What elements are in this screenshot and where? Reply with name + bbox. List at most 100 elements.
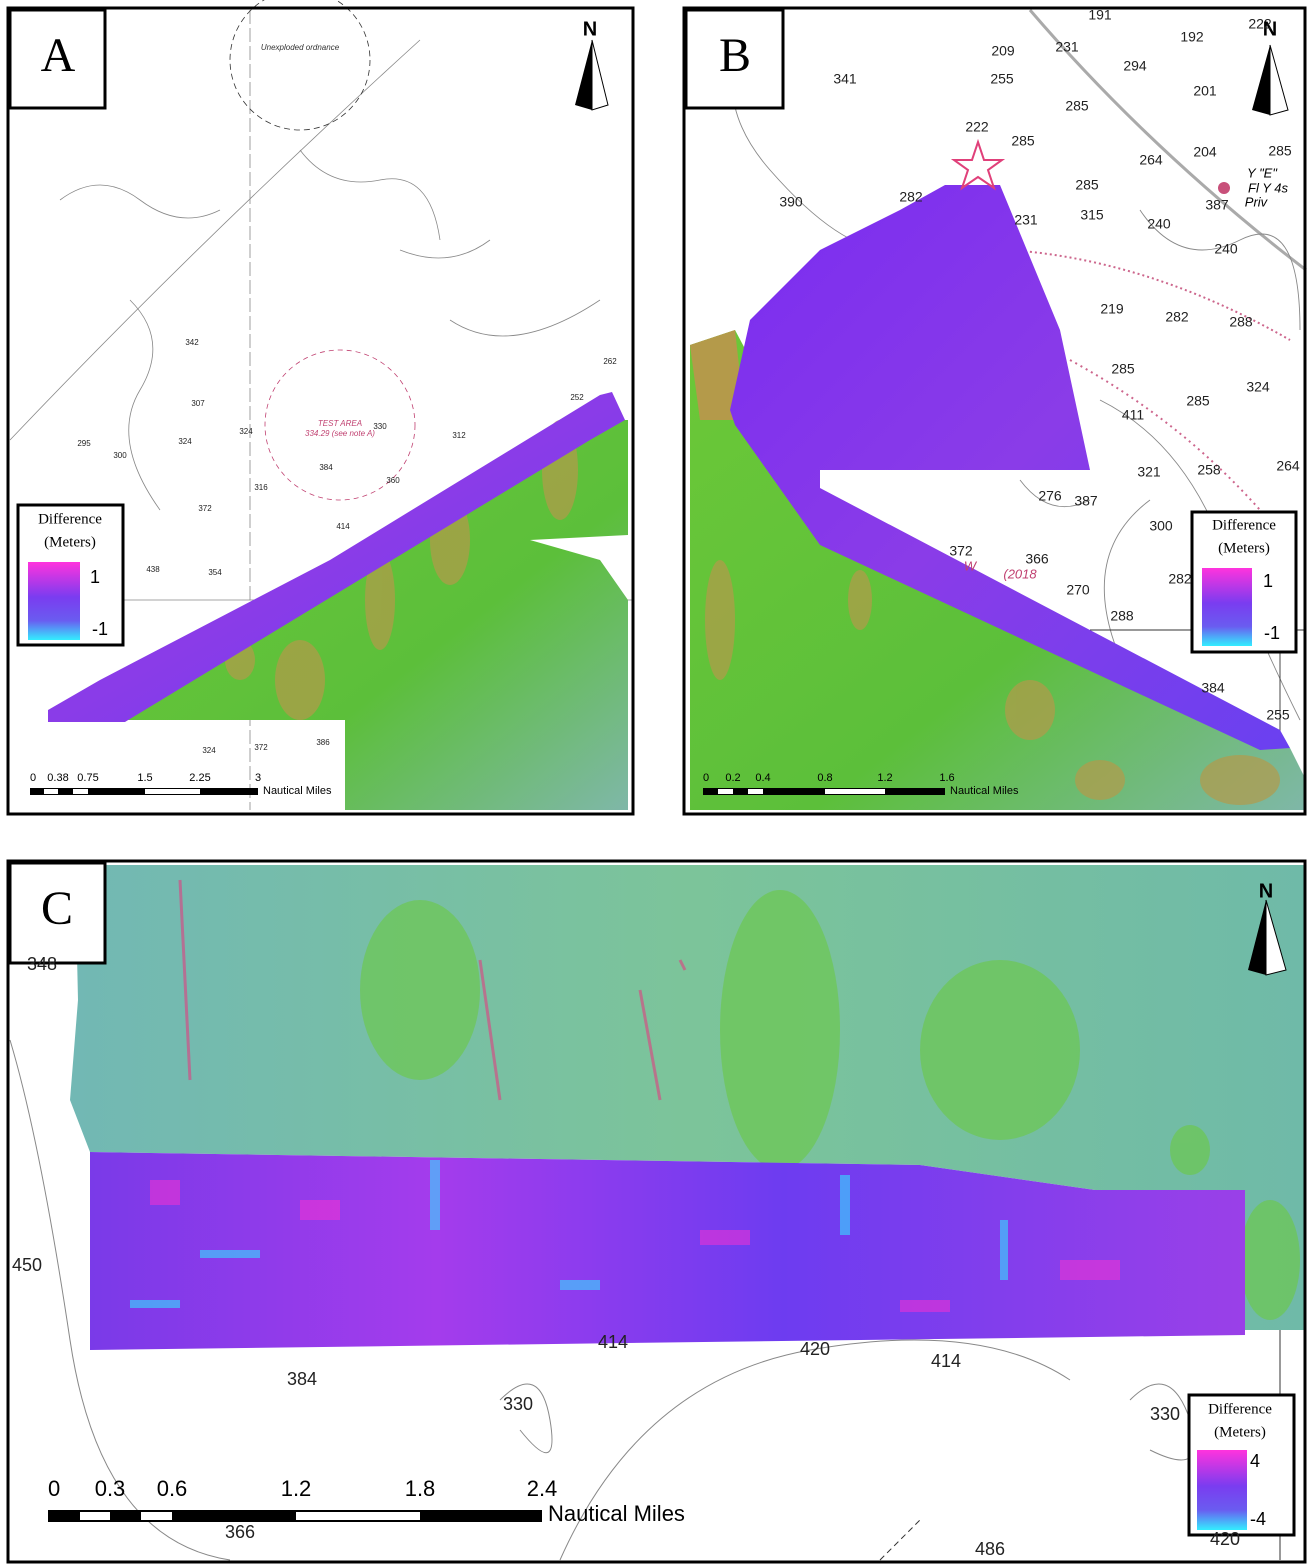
scale-tick-label: 3 bbox=[255, 772, 261, 784]
sounding: 486 bbox=[975, 1539, 1005, 1559]
legend-units: (Meters) bbox=[1218, 540, 1270, 556]
sounding: 414 bbox=[336, 522, 350, 531]
sounding: 285 bbox=[1065, 98, 1089, 114]
sounding: 348 bbox=[27, 954, 57, 974]
scale-tick-label: 2.25 bbox=[189, 772, 210, 784]
chart-annotation: TEST AREA bbox=[318, 419, 362, 428]
sounding: 366 bbox=[225, 1522, 255, 1542]
sounding: 285 bbox=[1075, 177, 1099, 193]
legend-max: 4 bbox=[1250, 1451, 1260, 1471]
sounding: 414 bbox=[931, 1351, 961, 1371]
sounding: 324 bbox=[239, 427, 253, 436]
panel-label: C bbox=[41, 882, 73, 935]
scale-tick-label: 1.5 bbox=[137, 772, 152, 784]
sounding: 342 bbox=[185, 338, 199, 347]
legend-min: -1 bbox=[92, 619, 108, 639]
sounding: 438 bbox=[146, 565, 160, 574]
sounding: 255 bbox=[1266, 707, 1290, 723]
sounding: 307 bbox=[191, 399, 205, 408]
north-label: N bbox=[1259, 880, 1273, 902]
sounding: 386 bbox=[316, 738, 330, 747]
sounding: 450 bbox=[12, 1255, 42, 1275]
sounding: 384 bbox=[287, 1369, 317, 1389]
chart-annotation: Priv bbox=[1245, 194, 1269, 209]
sounding: 282 bbox=[899, 189, 923, 205]
scale-tick-label: 0.38 bbox=[47, 772, 68, 784]
scale-tick-label: 1.6 bbox=[939, 772, 954, 784]
sounding: 285 bbox=[1186, 393, 1210, 409]
sounding: 316 bbox=[254, 483, 268, 492]
sounding: 330 bbox=[373, 422, 387, 431]
scale-unit: Nautical Miles bbox=[548, 1501, 685, 1526]
sounding: 372 bbox=[198, 504, 212, 513]
legend-title: Difference bbox=[1212, 517, 1276, 533]
sounding: 387 bbox=[1074, 493, 1098, 509]
sounding: 219 bbox=[1100, 301, 1124, 317]
scale-tick-label: 0.75 bbox=[77, 772, 98, 784]
sounding: 231 bbox=[1014, 212, 1038, 228]
scale-tick-label: 0.3 bbox=[95, 1476, 126, 1501]
sounding: 321 bbox=[1137, 464, 1161, 480]
chart-annotation: W bbox=[964, 558, 978, 573]
sounding: 255 bbox=[990, 71, 1014, 87]
scale-unit: Nautical Miles bbox=[950, 785, 1019, 797]
north-label: N bbox=[583, 18, 597, 40]
sounding: 191 bbox=[1088, 7, 1112, 23]
sounding: 288 bbox=[1229, 314, 1253, 330]
sounding: 390 bbox=[779, 194, 803, 210]
scale-tick-label: 0.4 bbox=[755, 772, 770, 784]
sounding: 264 bbox=[1276, 458, 1300, 474]
sounding: 420 bbox=[800, 1339, 830, 1359]
sounding: 324 bbox=[1246, 379, 1270, 395]
sounding: 312 bbox=[452, 431, 466, 440]
chart-annotation: 334.29 (see note A) bbox=[305, 429, 375, 438]
scale-unit: Nautical Miles bbox=[263, 785, 332, 797]
sounding: 192 bbox=[1180, 29, 1204, 45]
legend-title: Difference bbox=[1208, 1401, 1272, 1417]
scale-tick-label: 2.4 bbox=[527, 1476, 558, 1501]
sounding: 282 bbox=[1165, 309, 1189, 325]
sounding: 258 bbox=[1197, 462, 1221, 478]
legend-units: (Meters) bbox=[1214, 1424, 1266, 1440]
scale-tick-label: 1.8 bbox=[405, 1476, 436, 1501]
sounding: 354 bbox=[208, 568, 222, 577]
sounding: 330 bbox=[1150, 1404, 1180, 1424]
sounding: 411 bbox=[1122, 407, 1145, 423]
sounding: 384 bbox=[319, 463, 333, 472]
sounding: 420 bbox=[1210, 1529, 1240, 1549]
sounding: 231 bbox=[1055, 39, 1079, 55]
sounding: 262 bbox=[603, 357, 617, 366]
sounding: 295 bbox=[77, 439, 91, 448]
sounding: 372 bbox=[254, 743, 268, 752]
chart-annotation: Fl Y 4s bbox=[1248, 180, 1288, 195]
sounding: 270 bbox=[1066, 582, 1090, 598]
sounding: 285 bbox=[1268, 143, 1292, 159]
chart-annotation: (2018 bbox=[1003, 566, 1037, 581]
sounding: 300 bbox=[1149, 518, 1173, 534]
sounding: 201 bbox=[1193, 83, 1217, 99]
sounding: 294 bbox=[1123, 58, 1147, 74]
legend-max: 1 bbox=[90, 567, 100, 587]
figure: A Difference (Meters) 1 -1 N 0 0.38 0.75 1.5 2.25 3… bbox=[0, 0, 1309, 1566]
sounding: 222 bbox=[1248, 16, 1272, 32]
sounding: 315 bbox=[1080, 207, 1104, 223]
panel-a bbox=[8, 0, 634, 814]
scale-tick-label: 0.8 bbox=[817, 772, 832, 784]
sounding: 285 bbox=[1111, 361, 1135, 377]
chart-annotation: Y "E" bbox=[1247, 165, 1278, 180]
legend-min: -1 bbox=[1264, 623, 1280, 643]
scale-tick-label: 1.2 bbox=[281, 1476, 312, 1501]
sounding: 387 bbox=[1205, 197, 1229, 213]
sounding: 372 bbox=[949, 543, 973, 559]
panel-label: A bbox=[41, 29, 76, 82]
legend-title: Difference bbox=[38, 511, 102, 527]
sounding: 209 bbox=[991, 43, 1015, 59]
sounding: 276 bbox=[1038, 488, 1062, 504]
sounding: 384 bbox=[1201, 680, 1225, 696]
scale-tick-label: 0 bbox=[30, 772, 36, 784]
panel-label: B bbox=[719, 29, 751, 82]
sounding: 300 bbox=[113, 451, 127, 460]
legend-min: -4 bbox=[1250, 1509, 1266, 1529]
sounding: 288 bbox=[1110, 608, 1134, 624]
scale-tick-label: 0 bbox=[48, 1476, 60, 1501]
